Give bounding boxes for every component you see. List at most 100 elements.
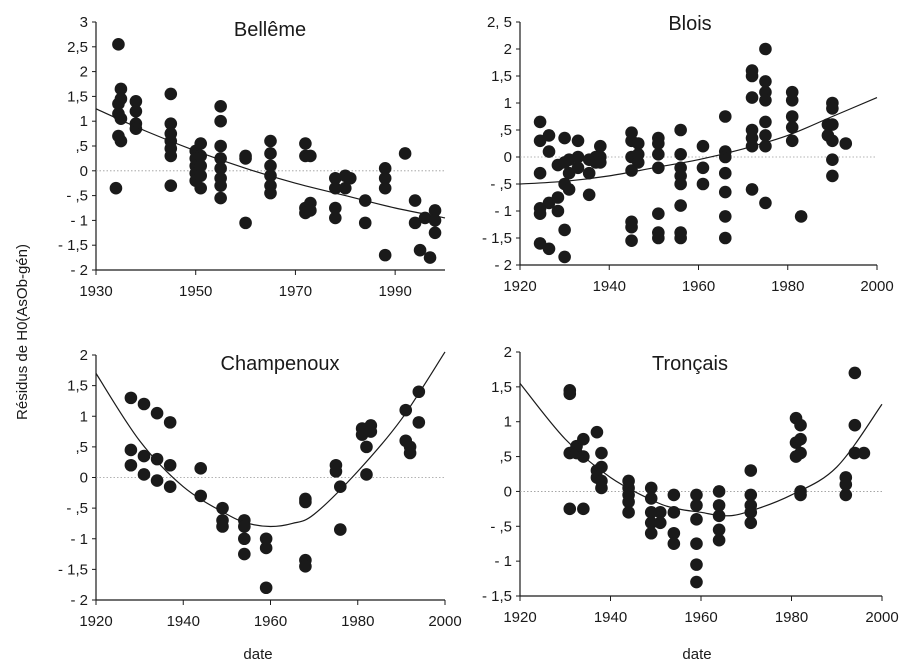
- panel-1: - 2 - 1,5 - 1 - ,5 0 ,5 1 1,5 2 2, 5 1920 1940 1960 1…: [482, 13, 894, 295]
- data-point: [259, 532, 273, 546]
- data-point: [194, 462, 207, 475]
- y-tick-label: - 1: [70, 212, 88, 229]
- data-point: [625, 234, 638, 247]
- data-point: [571, 150, 585, 164]
- y-tick-label: 2,5: [67, 39, 88, 56]
- data-point: [150, 452, 164, 466]
- data-point: [334, 523, 347, 536]
- y-tick-label: ,5: [499, 449, 512, 466]
- data-point: [759, 115, 772, 129]
- data-point: [329, 211, 342, 225]
- y-tick-label: 1: [80, 113, 88, 130]
- y-tick-label: - 1,5: [58, 561, 88, 578]
- data-point: [652, 231, 665, 245]
- data-point: [690, 558, 703, 571]
- data-point: [238, 532, 251, 546]
- data-point: [712, 499, 726, 512]
- data-point: [214, 179, 227, 192]
- y-tick-label: 1: [504, 414, 512, 431]
- data-point: [848, 366, 862, 380]
- y-tick-label: 0: [504, 483, 512, 500]
- y-tick-label: - 1: [494, 553, 512, 570]
- y-tick-label: 0: [80, 163, 88, 180]
- data-point: [264, 186, 277, 200]
- data-point: [826, 134, 839, 148]
- data-point: [194, 149, 207, 163]
- y-tick-label: - 1,5: [482, 588, 512, 605]
- y-tick-label: - ,5: [490, 518, 512, 535]
- panel-0: - 2 - 1,5 - 1 - ,5 0 ,5 1 1,5 2 2,5 3 1930 1950 1970 1…: [58, 14, 446, 300]
- data-point: [582, 166, 596, 180]
- data-point: [696, 139, 710, 153]
- data-point: [533, 166, 547, 180]
- data-point: [674, 199, 687, 212]
- data-point: [744, 516, 758, 530]
- data-point: [826, 118, 839, 131]
- data-point: [690, 537, 703, 551]
- trend-line: [519, 382, 883, 517]
- data-point: [114, 134, 128, 148]
- x-tick-label: 1980: [341, 613, 374, 630]
- data-point: [745, 69, 759, 83]
- data-point: [785, 110, 799, 123]
- data-point: [759, 94, 772, 107]
- data-point: [216, 501, 229, 515]
- data-point: [214, 191, 227, 205]
- data-point: [216, 520, 229, 533]
- data-point: [826, 169, 839, 183]
- data-point: [571, 134, 585, 148]
- y-tick-label: ,5: [75, 439, 88, 456]
- data-point: [590, 425, 604, 439]
- data-point: [542, 242, 556, 256]
- data-point: [712, 523, 726, 537]
- data-point: [238, 547, 251, 561]
- data-point: [595, 481, 608, 495]
- y-tick-label: - ,5: [66, 500, 88, 517]
- data-point: [164, 117, 178, 130]
- data-point: [794, 418, 807, 432]
- x-tick-label: 1940: [593, 278, 626, 295]
- data-point: [428, 226, 442, 240]
- y-tick-label: ,5: [75, 138, 88, 155]
- data-point: [839, 478, 853, 491]
- data-point: [542, 145, 556, 158]
- data-point: [114, 82, 128, 96]
- y-tick-label: 2: [504, 344, 512, 361]
- data-point: [563, 502, 577, 516]
- data-point: [264, 159, 277, 173]
- data-point: [239, 152, 252, 165]
- data-point: [571, 161, 585, 175]
- data-point: [794, 432, 807, 446]
- data-point: [667, 488, 681, 502]
- data-point: [785, 134, 799, 148]
- data-point: [595, 446, 608, 460]
- data-point: [759, 196, 772, 210]
- data-point: [595, 460, 608, 474]
- data-point: [785, 121, 799, 134]
- data-point: [264, 147, 277, 160]
- data-point: [594, 156, 607, 169]
- data-point: [690, 575, 703, 589]
- data-point: [594, 139, 607, 153]
- data-point: [137, 449, 151, 463]
- data-point: [378, 248, 392, 262]
- data-point: [696, 161, 710, 175]
- data-point: [194, 489, 207, 503]
- panel-title: Bellême: [234, 19, 306, 41]
- data-point: [163, 416, 177, 429]
- x-tick-label: 1960: [684, 609, 717, 626]
- data-point: [652, 137, 665, 150]
- data-point: [163, 458, 177, 472]
- trend-line: [519, 97, 878, 185]
- data-point: [214, 139, 227, 153]
- data-point: [124, 458, 138, 472]
- y-tick-label: ,5: [499, 122, 512, 139]
- y-tick-label: - 1: [70, 531, 88, 548]
- data-point: [696, 177, 710, 191]
- data-point: [164, 149, 178, 163]
- data-point: [653, 516, 667, 530]
- data-point: [563, 387, 577, 401]
- data-point: [622, 495, 635, 509]
- data-point: [759, 42, 772, 56]
